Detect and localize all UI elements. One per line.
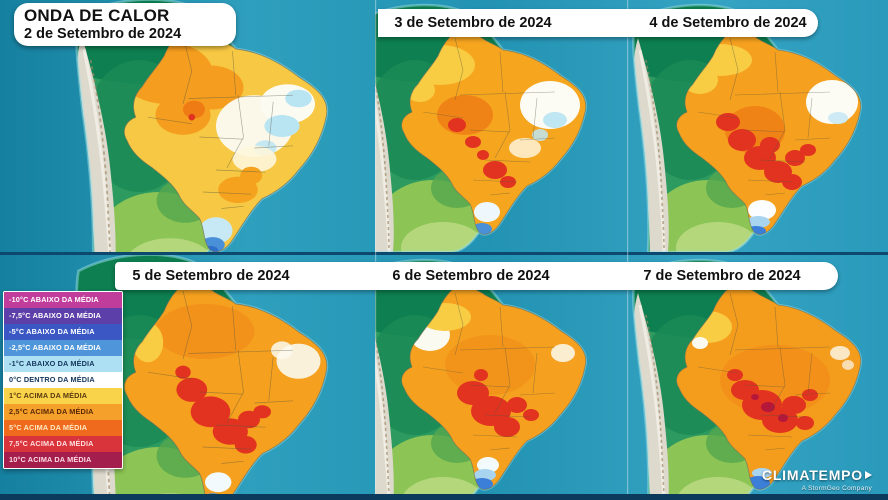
header-date: 2 de Setembro de 2024 (24, 26, 182, 42)
logo-wordmark: CLIMATEMPO (761, 466, 863, 483)
logo-arrow-icon (865, 470, 872, 479)
page-title: ONDA DE CALOR (24, 6, 170, 25)
legend-item: 10°C ACIMA DA MÉDIA (4, 452, 122, 468)
legend-item: 1°C ACIMA DA MÉDIA (4, 388, 122, 404)
date-label-sep4: 4 de Setembro de 2024 (649, 15, 807, 31)
legend-item: 0°C DENTRO DA MÉDIA (4, 372, 122, 388)
legend-item: 2,5°C ACIMA DA MÉDIA (4, 404, 122, 420)
legend-item: 5°C ACIMA DA MÉDIA (4, 420, 122, 436)
bottom-strip (0, 494, 888, 500)
date-label-sep5: 5 de Setembro de 2024 (132, 268, 290, 284)
column-divider (627, 0, 629, 494)
date-label-sep7: 7 de Setembro de 2024 (643, 268, 801, 284)
legend-item: -1°C ABAIXO DA MÉDIA (4, 356, 122, 372)
legend-item: -5°C ABAIXO DA MÉDIA (4, 324, 122, 340)
legend-item: 7,5°C ACIMA DA MÉDIA (4, 436, 122, 452)
logo-tagline: A StormGeo Company (801, 485, 872, 492)
date-label-sep3: 3 de Setembro de 2024 (394, 15, 552, 31)
climatempo-logo: CLIMATEMPO A StormGeo Company (762, 466, 872, 492)
legend-item: -7,5°C ABAIXO DA MÉDIA (4, 308, 122, 324)
row-divider (0, 252, 888, 255)
anomaly-legend: -10°C ABAIXO DA MÉDIA -7,5°C ABAIXO DA M… (3, 291, 123, 469)
header-card: ONDA DE CALOR 2 de Setembro de 2024 (14, 3, 236, 46)
top-date-bar: 3 de Setembro de 2024 4 de Setembro de 2… (378, 9, 818, 37)
column-divider (375, 0, 377, 494)
legend-item: -2,5°C ABAIXO DA MÉDIA (4, 340, 122, 356)
bottom-date-bar: 5 de Setembro de 2024 6 de Setembro de 2… (115, 262, 838, 290)
legend-item: -10°C ABAIXO DA MÉDIA (4, 292, 122, 308)
date-label-sep6: 6 de Setembro de 2024 (392, 268, 550, 284)
